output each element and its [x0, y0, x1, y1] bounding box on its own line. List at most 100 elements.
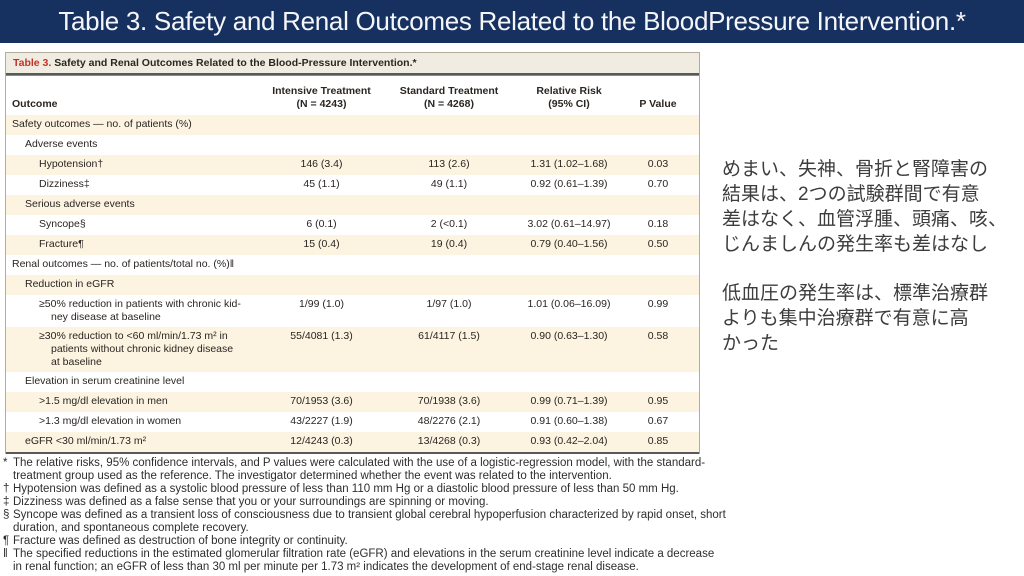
row-value [259, 115, 384, 135]
row-value [624, 275, 692, 295]
footnote-text: Hypotension was defined as a systolic bl… [13, 483, 679, 495]
row-value: 19 (0.4) [430, 238, 468, 250]
footnote-symbol: ‡ [3, 496, 10, 508]
row-label: Reduction in eGFR [25, 278, 115, 290]
row-value [514, 135, 624, 155]
row-value [259, 372, 384, 392]
row-value [514, 372, 624, 392]
row-value: 0.92 (0.61–1.39) [530, 178, 608, 190]
row-label: Renal outcomes — no. of patients/total n… [12, 258, 235, 270]
table-body: Safety outcomes — no. of patients (%) Adv… [6, 115, 699, 452]
row-value: 0.67 [647, 415, 669, 427]
footnote: ¶ Fracture was defined as destruction of … [3, 535, 1017, 548]
row-value: 2 (<0.1) [430, 218, 468, 230]
row-value [624, 115, 692, 135]
footnote-symbol: ¶ [3, 535, 10, 547]
column-header-standard-treatment: Standard Treatment (N = 4268) [399, 85, 499, 110]
footnote-symbol: § [3, 509, 10, 521]
row-value: 49 (1.1) [430, 178, 468, 190]
row-value: 15 (0.4) [303, 238, 340, 250]
table-row: Reduction in eGFR [6, 275, 699, 295]
annotation-notes: めまい、失神、骨折と腎障害の 結果は、2つの試験群間で有意 差はなく、血管浮腫、… [722, 157, 1022, 380]
row-value: 0.18 [647, 218, 669, 230]
table-caption-label: Table 3. [13, 57, 52, 69]
footnote-text: Dizziness was defined as a false sense t… [13, 496, 489, 508]
annotation-paragraph: めまい、失神、骨折と腎障害の 結果は、2つの試験群間で有意 差はなく、血管浮腫、… [722, 159, 1008, 255]
row-value [514, 195, 624, 215]
row-value [384, 195, 514, 215]
footnote: † Hypotension was defined as a systolic b… [3, 483, 1017, 496]
row-value: 1.01 (0.06–16.09) [527, 298, 611, 310]
row-value: 48/2276 (2.1) [417, 415, 481, 427]
row-value: 61/4117 (1.5) [418, 330, 480, 342]
table-row: ≥50% reduction in patients with chronic … [6, 295, 699, 327]
table-row: >1.3 mg/dl elevation in women 43/2227 (1.… [6, 412, 699, 432]
row-value: 70/1953 (3.6) [290, 395, 353, 407]
row-label: Hypotension† [39, 158, 104, 170]
row-value [514, 275, 624, 295]
header-divider [6, 73, 699, 76]
table-row: Hypotension† 146 (3.4) 113 (2.6) 1.31 (1.02… [6, 155, 699, 175]
row-value: 45 (1.1) [303, 178, 340, 190]
row-value: 0.93 (0.42–2.04) [530, 435, 608, 447]
row-value [514, 255, 624, 275]
row-label: eGFR <30 ml/min/1.73 m² [25, 435, 147, 447]
table-bottom-rule [6, 452, 699, 454]
row-label: Syncope§ [39, 218, 86, 230]
table-row: >1.5 mg/dl elevation in men 70/1953 (3.6)… [6, 392, 699, 412]
slide-title: Table 3. Safety and Renal Outcomes Relat… [58, 6, 966, 36]
row-label: Fracture¶ [39, 238, 84, 250]
row-label: Serious adverse events [25, 198, 135, 210]
row-value [624, 255, 692, 275]
row-value [259, 255, 384, 275]
table-caption-text: Safety and Renal Outcomes Related to the… [51, 57, 417, 69]
row-value: 0.58 [647, 330, 669, 342]
row-value: 1/97 (1.0) [426, 298, 472, 310]
row-label: >1.5 mg/dl elevation in men [39, 395, 168, 407]
column-header-outcome: Outcome [12, 98, 58, 110]
row-value [384, 115, 514, 135]
table-row: Dizziness‡ 45 (1.1) 49 (1.1) 0.92 (0.61–1.3… [6, 175, 699, 195]
table-row: eGFR <30 ml/min/1.73 m² 12/4243 (0.3) 13/4… [6, 432, 699, 452]
nejm-table: Table 3. Safety and Renal Outcomes Relat… [5, 52, 700, 454]
slide-title-bar: Table 3. Safety and Renal Outcomes Relat… [0, 0, 1024, 43]
table-row: Fracture¶ 15 (0.4) 19 (0.4) 0.79 (0.40–1.56… [6, 235, 699, 255]
row-value [624, 195, 692, 215]
footnote: ‡ Dizziness was defined as a false sense … [3, 496, 1017, 509]
footnote-text: Syncope was defined as a transient loss … [13, 509, 726, 534]
footnote: § Syncope was defined as a transient loss… [3, 509, 1017, 535]
row-value: 0.90 (0.63–1.30) [530, 330, 608, 342]
footnote-symbol: ‖ [3, 548, 8, 560]
footnote: ‖ The specified reductions in the estimat… [3, 548, 1017, 574]
table-row: Elevation in serum creatinine level [6, 372, 699, 392]
table-row: Syncope§ 6 (0.1) 2 (<0.1) 3.02 (0.61–14.97)… [6, 215, 699, 235]
row-value: 113 (2.6) [428, 158, 470, 170]
row-value: 0.85 [647, 435, 669, 447]
row-value: 13/4268 (0.3) [417, 435, 481, 447]
row-value: 6 (0.1) [306, 218, 337, 230]
column-header-intensive-treatment: Intensive Treatment (N = 4243) [272, 85, 371, 110]
row-value: 1/99 (1.0) [299, 298, 344, 310]
footnote-text: The relative risks, 95% confidence inter… [13, 457, 706, 482]
row-value: 0.79 (0.40–1.56) [530, 238, 608, 250]
row-value: 0.70 [647, 178, 669, 190]
row-value [259, 135, 384, 155]
row-value: 43/2227 (1.9) [290, 415, 353, 427]
table-row: Renal outcomes — no. of patients/total n… [6, 255, 699, 275]
table-row: Safety outcomes — no. of patients (%) [6, 115, 699, 135]
row-value: 0.03 [647, 158, 669, 170]
row-value: 55/4081 (1.3) [290, 330, 353, 342]
column-header-p-value: P Value [639, 98, 677, 110]
row-value [384, 372, 514, 392]
row-value [624, 135, 692, 155]
table-row: ≥30% reduction to <60 ml/min/1.73 m² in … [6, 327, 699, 372]
row-label: Elevation in serum creatinine level [25, 375, 185, 387]
table-header-row: Outcome Intensive Treatment (N = 4243) S… [6, 76, 699, 115]
table-caption: Table 3. Safety and Renal Outcomes Relat… [6, 53, 699, 73]
row-label: Adverse events [25, 138, 98, 150]
row-value [384, 135, 514, 155]
row-value: 12/4243 (0.3) [290, 435, 353, 447]
table-footnotes: * The relative risks, 95% confidence inte… [3, 457, 1017, 574]
footnote-symbol: * [3, 457, 8, 469]
